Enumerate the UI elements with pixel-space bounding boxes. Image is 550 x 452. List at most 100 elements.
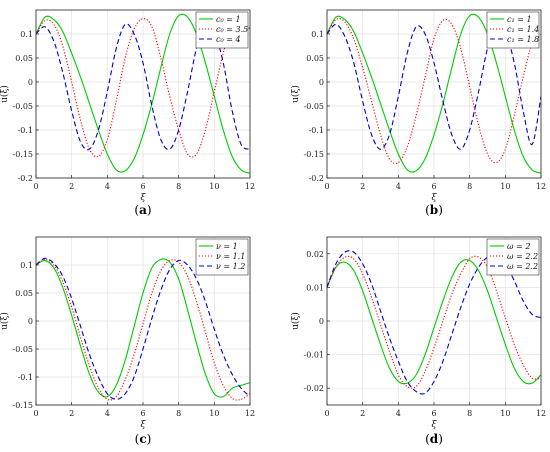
legend: ω = 2ω = 2.2ω = 2.2 — [486, 238, 540, 276]
series-line-1 — [327, 13, 541, 174]
legend: ν = 1ν = 1.1ν = 1.2 — [195, 238, 249, 276]
legend-entry: c₀ = 4 — [216, 35, 241, 44]
y-tick-label: -0.15 — [12, 401, 33, 410]
chart-panel-c: 0 2 4 6 8 10 12 -0.15 -0.1 -0.05 0 0.05 0.1 ξ u(ξ) ν = … — [0, 236, 255, 446]
legend-box — [486, 238, 540, 276]
y-tick-label: 0.05 — [15, 289, 33, 298]
x-tick-label: 6 — [140, 182, 145, 191]
y-tick-label: -0.15 — [303, 150, 324, 159]
y-tick-label: 0.05 — [15, 54, 33, 63]
y-tick-label: -0.1 — [18, 126, 33, 135]
y-axis-label: u(ξ) — [0, 312, 10, 330]
legend: c₁ = 1c₁ = 1.4c₁ = 1.8 — [486, 11, 540, 49]
y-tick-label: 0.01 — [306, 283, 324, 292]
x-tick-label: 12 — [245, 409, 255, 418]
y-tick-label: -0.05 — [12, 345, 33, 354]
y-tick-label: -0.1 — [309, 126, 324, 135]
x-tick-label: 6 — [431, 182, 436, 191]
x-tick-label: 8 — [467, 182, 472, 191]
legend-entry: c₁ = 1.4 — [507, 25, 539, 34]
x-tick-label: 6 — [431, 409, 436, 418]
x-tick-label: 0 — [324, 409, 329, 418]
x-tick-label: 12 — [536, 182, 546, 191]
x-tick-label: 4 — [105, 409, 110, 418]
x-tick-label: 10 — [500, 182, 510, 191]
x-tick-label: 2 — [69, 409, 74, 418]
chart-panel-a: 0 2 4 6 8 10 12 -0.2 -0.15 -0.1 -0.05 0 0.05 0.1 ξ u(ξ)… — [0, 9, 255, 217]
series-line-1 — [36, 258, 250, 398]
x-tick-label: 2 — [69, 182, 74, 191]
x-tick-label: 0 — [33, 409, 38, 418]
panel-caption: (c) — [135, 432, 152, 446]
series-line-2 — [327, 18, 541, 165]
x-tick-label: 8 — [467, 409, 472, 418]
series-line-2 — [36, 18, 250, 158]
legend-box — [486, 11, 540, 49]
legend-entry: c₁ = 1 — [507, 15, 532, 24]
y-tick-label: -0.01 — [303, 351, 324, 360]
x-tick-label: 8 — [176, 409, 181, 418]
y-tick-label: 0.1 — [20, 261, 33, 270]
y-tick-label: 0 — [28, 317, 33, 326]
y-tick-label: -0.2 — [309, 174, 324, 183]
x-tick-label: 4 — [396, 182, 401, 191]
series-line-1 — [36, 13, 250, 174]
x-tick-label: 12 — [536, 409, 546, 418]
legend-entry: ω = 2.2 — [507, 252, 538, 261]
legend-entry: c₁ = 1.8 — [507, 35, 539, 44]
legend-entry: ν = 1.2 — [216, 262, 245, 271]
y-tick-label: 0.1 — [311, 30, 324, 39]
x-tick-label: 10 — [209, 182, 219, 191]
legend-entry: ω = 2 — [507, 242, 530, 251]
series-line-2 — [327, 255, 541, 389]
y-axis-label: u(ξ) — [0, 85, 10, 103]
panel-caption: (d) — [425, 432, 443, 446]
series-line-3 — [36, 22, 250, 151]
legend-entry: c₀ = 1 — [216, 15, 241, 24]
legend-box — [195, 238, 249, 276]
y-tick-label: 0.02 — [306, 250, 324, 259]
x-tick-label: 12 — [245, 182, 255, 191]
y-axis-label: u(ξ) — [290, 312, 301, 330]
x-tick-label: 6 — [140, 409, 145, 418]
legend-entry: ν = 1.1 — [216, 252, 245, 261]
panel-caption: (b) — [425, 203, 443, 217]
panel-caption: (a) — [134, 203, 151, 217]
y-axis-label: u(ξ) — [290, 85, 301, 103]
x-tick-label: 2 — [360, 409, 365, 418]
y-tick-label: 0.05 — [306, 54, 324, 63]
y-tick-label: 0 — [28, 78, 33, 87]
series-line-1 — [327, 259, 541, 385]
chart-panel-b: 0 2 4 6 8 10 12 -0.2 -0.15 -0.1 -0.05 0 0.05 0.1 ξ u(ξ)… — [290, 9, 546, 217]
y-tick-label: 0 — [319, 78, 324, 87]
legend-entry: ω = 2.2 — [507, 262, 538, 271]
x-axis-label: ξ — [141, 420, 147, 430]
y-tick-label: -0.05 — [12, 102, 33, 111]
legend-box — [195, 11, 249, 49]
x-tick-label: 10 — [500, 409, 510, 418]
legend: c₀ = 1c₀ = 3.5c₀ = 4 — [195, 11, 249, 49]
x-axis-label: ξ — [432, 193, 438, 203]
x-tick-label: 0 — [324, 182, 329, 191]
legend-entry: ν = 1 — [216, 242, 238, 251]
series-line-3 — [36, 257, 250, 400]
y-tick-label: -0.05 — [303, 102, 324, 111]
series-line-2 — [36, 258, 250, 401]
legend-entry: c₀ = 3.5 — [216, 25, 248, 34]
x-tick-label: 4 — [105, 182, 110, 191]
x-tick-label: 10 — [209, 409, 219, 418]
y-tick-label: -0.1 — [18, 373, 33, 382]
x-tick-label: 0 — [33, 182, 38, 191]
x-tick-label: 8 — [176, 182, 181, 191]
y-tick-label: -0.2 — [18, 174, 33, 183]
x-axis-label: ξ — [432, 420, 438, 430]
x-axis-label: ξ — [141, 193, 147, 203]
y-tick-label: 0.1 — [20, 30, 33, 39]
x-tick-label: 4 — [396, 409, 401, 418]
y-tick-label: -0.15 — [12, 150, 33, 159]
y-tick-label: -0.02 — [303, 384, 324, 393]
x-tick-label: 2 — [360, 182, 365, 191]
y-tick-label: 0 — [319, 317, 324, 326]
